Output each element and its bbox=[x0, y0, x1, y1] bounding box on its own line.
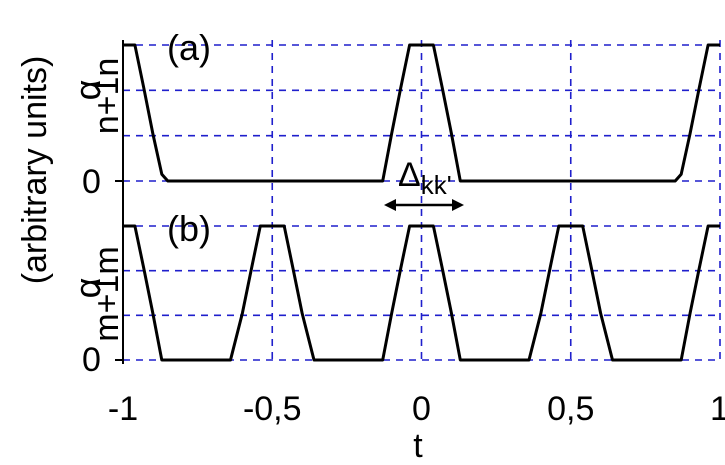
delta-subscript: kk' bbox=[421, 170, 452, 200]
svg-text:α: α bbox=[67, 80, 108, 101]
subscript-b: m+1m bbox=[88, 246, 126, 341]
series-line-panel-a bbox=[123, 43, 720, 183]
svg-text:α: α bbox=[67, 278, 108, 299]
series-line-panel-b bbox=[123, 224, 720, 362]
series-lines bbox=[123, 43, 720, 362]
shared-y-axis-title: (arbitrary units) bbox=[16, 56, 54, 285]
y-axis-title-panel-b: α m+1m bbox=[67, 246, 126, 341]
svg-text:n+1n: n+1n bbox=[88, 58, 126, 135]
y-tick-label-panel-a: 0 bbox=[82, 163, 101, 201]
delta-double-arrow bbox=[384, 199, 464, 211]
panel-a-label: (a) bbox=[167, 27, 211, 68]
svg-text:m+1m: m+1m bbox=[88, 246, 126, 341]
delta-symbol: Δ bbox=[398, 156, 421, 194]
axes bbox=[115, 40, 124, 364]
delta-annotation-label: Δkk' bbox=[398, 156, 452, 200]
x-tick-labels: -1 -0,5 0 0,5 1 bbox=[108, 390, 725, 428]
subscript-a: n+1n bbox=[88, 58, 126, 135]
alpha-symbol-b: α bbox=[67, 278, 108, 299]
x-tick-label: -0,5 bbox=[243, 390, 302, 428]
x-tick-label: 0,5 bbox=[547, 390, 594, 428]
x-axis-title: t bbox=[413, 427, 423, 465]
panel-b-label: (b) bbox=[167, 208, 211, 249]
x-tick-label: -1 bbox=[108, 390, 138, 428]
x-tick-label: 0 bbox=[412, 390, 431, 428]
alpha-symbol-a: α bbox=[67, 80, 108, 101]
y-axis-title-panel-a: α n+1n bbox=[67, 58, 126, 135]
y-tick-label-panel-b: 0 bbox=[82, 341, 101, 379]
x-tick-label: 1 bbox=[710, 390, 725, 428]
